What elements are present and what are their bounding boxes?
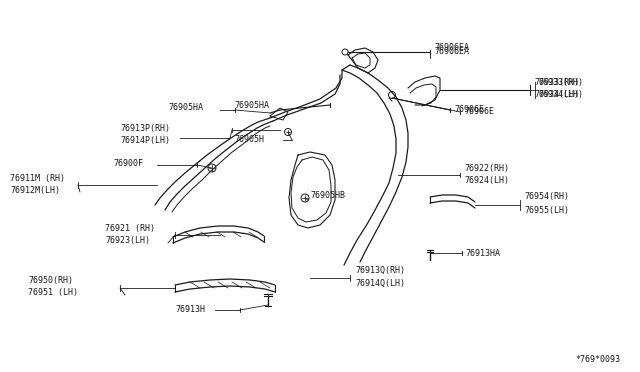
Text: 76914Q(LH): 76914Q(LH) (355, 279, 405, 288)
Text: 76913H: 76913H (175, 305, 205, 314)
Text: 76905HB: 76905HB (310, 190, 345, 199)
Text: 76933(RH): 76933(RH) (538, 77, 583, 87)
Text: 76914P(LH): 76914P(LH) (120, 135, 170, 144)
Text: 76921 (RH): 76921 (RH) (105, 224, 155, 232)
Text: 76913Q(RH): 76913Q(RH) (355, 266, 405, 275)
Text: 76913P(RH): 76913P(RH) (120, 124, 170, 132)
Text: 76905HA: 76905HA (234, 100, 269, 109)
Text: 76900F: 76900F (113, 158, 143, 167)
Text: 76906E: 76906E (454, 106, 484, 115)
Text: 76954(RH): 76954(RH) (524, 192, 569, 202)
Text: 76906EA: 76906EA (434, 44, 469, 52)
Text: 76913HA: 76913HA (465, 248, 500, 257)
Text: 76934(LH): 76934(LH) (534, 90, 579, 99)
Text: 76955(LH): 76955(LH) (524, 205, 569, 215)
Text: 76950(RH): 76950(RH) (28, 276, 73, 285)
Text: 76912M(LH): 76912M(LH) (10, 186, 60, 195)
Text: 76951 (LH): 76951 (LH) (28, 289, 78, 298)
Text: 76905HA: 76905HA (168, 103, 203, 112)
Text: 76922(RH): 76922(RH) (464, 164, 509, 173)
Text: *769*0093: *769*0093 (575, 356, 620, 365)
Text: 76906E: 76906E (464, 108, 494, 116)
Text: 76933(RH): 76933(RH) (534, 77, 579, 87)
Text: 76906EA: 76906EA (434, 48, 469, 57)
Text: 76905H: 76905H (234, 135, 264, 144)
Text: 76924(LH): 76924(LH) (464, 176, 509, 186)
Text: 76923(LH): 76923(LH) (105, 235, 150, 244)
Text: 76911M (RH): 76911M (RH) (10, 173, 65, 183)
Text: 76934(LH): 76934(LH) (538, 90, 583, 99)
